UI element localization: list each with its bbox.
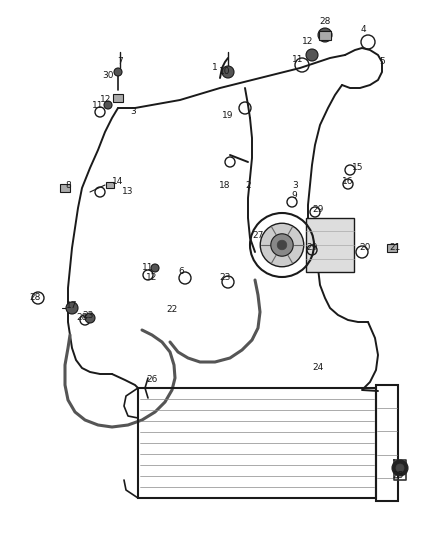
Text: 25: 25 [392, 471, 404, 480]
Text: 1: 1 [212, 63, 218, 72]
Circle shape [277, 240, 287, 250]
Circle shape [104, 101, 112, 109]
Text: 27: 27 [252, 230, 264, 239]
Text: 7: 7 [117, 58, 123, 67]
Circle shape [396, 464, 404, 472]
Circle shape [271, 234, 293, 256]
Text: 12: 12 [302, 37, 314, 46]
Text: 26: 26 [146, 376, 158, 384]
Text: 23: 23 [82, 311, 94, 319]
Text: 8: 8 [65, 181, 71, 190]
Text: 28: 28 [319, 18, 331, 27]
Text: 11: 11 [92, 101, 104, 109]
Bar [138, 388, 376, 498]
Text: 6: 6 [178, 268, 184, 277]
Text: 29: 29 [312, 206, 324, 214]
Text: 10: 10 [219, 68, 231, 77]
Circle shape [66, 302, 78, 314]
Circle shape [260, 223, 304, 266]
Bar [376, 385, 398, 501]
Text: 21: 21 [389, 244, 401, 253]
Text: 17: 17 [66, 301, 78, 310]
Text: 28: 28 [76, 313, 88, 322]
Text: 28: 28 [29, 294, 41, 303]
Text: 30: 30 [102, 70, 114, 79]
Circle shape [392, 460, 408, 476]
Text: 11: 11 [292, 55, 304, 64]
Bar [113, 94, 123, 102]
Text: 5: 5 [379, 58, 385, 67]
Text: 3: 3 [130, 108, 136, 117]
Text: 12: 12 [100, 95, 112, 104]
Bar [387, 244, 397, 252]
Bar [306, 218, 354, 272]
Circle shape [318, 28, 332, 42]
Text: 16: 16 [342, 177, 354, 187]
Text: 12: 12 [146, 273, 158, 282]
Text: 23: 23 [219, 273, 231, 282]
Text: 3: 3 [292, 181, 298, 190]
Circle shape [114, 68, 122, 76]
Text: 18: 18 [219, 181, 231, 190]
Text: 13: 13 [122, 188, 134, 197]
Text: 9: 9 [291, 190, 297, 199]
Circle shape [85, 313, 95, 323]
Text: 15: 15 [352, 164, 364, 173]
Circle shape [151, 264, 159, 272]
Circle shape [222, 66, 234, 78]
Bar [106, 182, 114, 188]
Text: 14: 14 [112, 177, 124, 187]
Bar [319, 30, 331, 39]
Text: 29: 29 [306, 244, 318, 253]
Text: 22: 22 [166, 305, 178, 314]
Bar [60, 184, 70, 192]
Text: 4: 4 [360, 26, 366, 35]
Text: 11: 11 [142, 263, 154, 272]
Text: 2: 2 [245, 181, 251, 190]
Text: 24: 24 [312, 364, 324, 373]
Text: 20: 20 [359, 244, 371, 253]
Circle shape [306, 49, 318, 61]
Text: 19: 19 [222, 110, 234, 119]
